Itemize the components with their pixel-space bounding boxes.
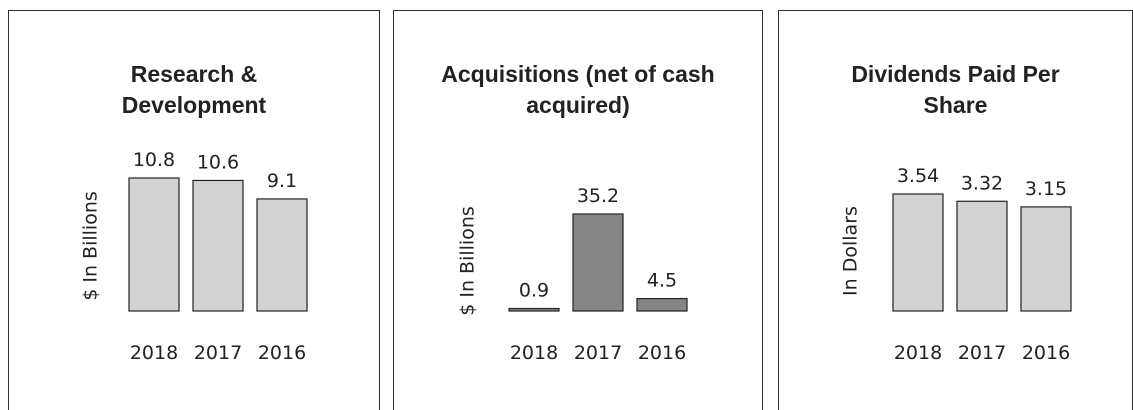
bar xyxy=(636,297,688,312)
x-tick-label: 2017 xyxy=(574,342,622,364)
x-tick-label: 2016 xyxy=(258,342,306,364)
chart: $ In Billions 0.9 2018 35.2 2017 4.5 2016 xyxy=(457,185,688,364)
y-axis-label: $ In Billions xyxy=(80,191,102,301)
x-tick-label: 2017 xyxy=(194,342,242,364)
x-tick-label: 2018 xyxy=(510,342,558,364)
chart-panel: In Dollars 3.54 2018 3.32 2017 3.15 2016 Divide… xyxy=(778,10,1133,410)
bar xyxy=(572,213,624,312)
y-axis-label: $ In Billions xyxy=(457,206,479,316)
value-label: 9.1 xyxy=(267,170,297,192)
x-tick-label: 2017 xyxy=(958,342,1006,364)
bar xyxy=(128,177,180,312)
bar xyxy=(256,198,308,312)
page: $ In Billions 10.8 2018 10.6 2017 9.1 2016 Rese… xyxy=(8,10,1133,410)
x-tick-label: 2018 xyxy=(894,342,942,364)
value-label: 3.15 xyxy=(1025,178,1067,200)
value-label: 3.32 xyxy=(961,172,1003,194)
value-label: 4.5 xyxy=(647,270,677,292)
chart-title: Dividends Paid Per Share xyxy=(851,61,1060,118)
value-label: 3.54 xyxy=(897,165,939,187)
chart: In Dollars 3.54 2018 3.32 2017 3.15 2016 xyxy=(840,165,1072,364)
value-label: 0.9 xyxy=(519,280,549,302)
chart-panel: $ In Billions 0.9 2018 35.2 2017 4.5 2016 Acqui… xyxy=(393,10,763,410)
bar xyxy=(956,200,1008,312)
chart-title: Acquisitions (net of cash acquired) xyxy=(441,61,715,118)
bar xyxy=(192,179,244,312)
y-axis-label: In Dollars xyxy=(840,206,862,296)
x-tick-label: 2016 xyxy=(1022,342,1070,364)
x-tick-label: 2016 xyxy=(638,342,686,364)
chart-panel: $ In Billions 10.8 2018 10.6 2017 9.1 2016 Rese… xyxy=(8,10,380,410)
chart: $ In Billions 10.8 2018 10.6 2017 9.1 2016 xyxy=(80,149,308,364)
bar xyxy=(1020,206,1072,312)
value-label: 10.8 xyxy=(133,149,175,171)
value-label: 10.6 xyxy=(197,151,239,173)
value-label: 35.2 xyxy=(577,185,619,207)
bar xyxy=(508,307,560,312)
chart-title: Research & Development xyxy=(121,61,267,118)
bar xyxy=(892,193,944,312)
x-tick-label: 2018 xyxy=(130,342,178,364)
